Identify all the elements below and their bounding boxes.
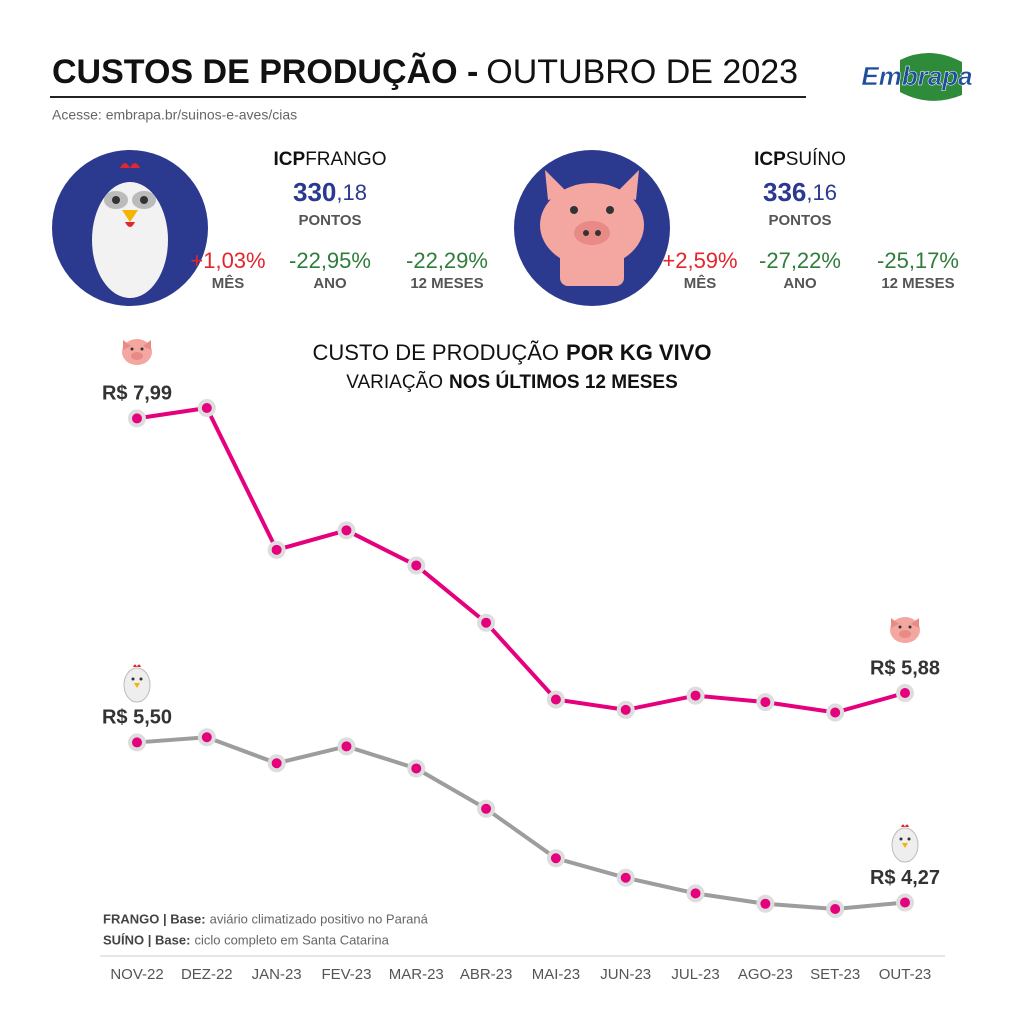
- index-value-decimal: ,16: [806, 180, 837, 205]
- subtitle: Acesse: embrapa.br/suinos-e-aves/cias: [52, 107, 297, 123]
- index-value: 330: [293, 177, 336, 207]
- chicken-icon: [891, 824, 919, 863]
- change-label: 12 MESES: [410, 275, 483, 292]
- index-value-decimal: ,18: [336, 180, 367, 205]
- x-tick-label: JUL-23: [671, 966, 719, 983]
- data-point: [756, 693, 775, 712]
- index-name: SUÍNO: [786, 149, 846, 170]
- x-tick-label: ABR-23: [460, 966, 513, 983]
- data-point: [756, 894, 775, 913]
- chicken-avatar: [52, 150, 208, 306]
- logo-text: Embrapa: [861, 61, 972, 91]
- series-line: [136, 735, 906, 912]
- data-point: [197, 399, 216, 417]
- chart-subtitle-emphasis: NOS ÚLTIMOS 12 MESES: [449, 371, 678, 393]
- data-point: [197, 728, 216, 747]
- pig-avatar: [514, 150, 670, 306]
- change-value: +1,03%: [190, 248, 265, 273]
- data-point: [896, 893, 914, 912]
- value-label: R$ 4,27: [870, 867, 940, 889]
- index-name: FRANGO: [305, 149, 386, 170]
- change-value: -27,22%: [759, 248, 841, 273]
- data-point: [896, 683, 914, 702]
- data-point: [267, 754, 286, 773]
- data-point: [546, 690, 565, 709]
- data-point: [826, 900, 845, 918]
- change-value: +2,59%: [662, 248, 737, 273]
- data-point: [686, 686, 705, 705]
- data-point: [686, 884, 705, 903]
- data-point: [128, 733, 146, 752]
- title-light: OUTUBRO DE 2023: [486, 53, 798, 91]
- title-bold: CUSTOS DE PRODUÇÃO -: [52, 53, 478, 91]
- pig-icon: [122, 339, 152, 365]
- data-point: [616, 868, 635, 887]
- chart-title-emphasis: POR KG VIVO: [566, 340, 711, 365]
- x-tick-label: MAI-23: [532, 966, 580, 983]
- index-value: 336: [763, 177, 806, 207]
- footnote-label: SUÍNO | Base:: [103, 932, 190, 947]
- x-tick-label: DEZ-22: [181, 966, 233, 983]
- change-value: -22,95%: [289, 248, 371, 273]
- x-tick-label: FEV-23: [321, 966, 371, 983]
- x-tick-label: AGO-23: [738, 966, 793, 983]
- change-value: -25,17%: [877, 248, 959, 273]
- data-point: [546, 849, 565, 868]
- change-label: 12 MESES: [881, 275, 954, 292]
- footnote-text: aviário climatizado positivo no Paraná: [210, 911, 429, 926]
- data-point: [616, 700, 635, 719]
- chart-title: CUSTO DE PRODUÇÃO: [313, 340, 560, 365]
- x-tick-label: NOV-22: [110, 966, 163, 983]
- data-point: [337, 737, 356, 756]
- index-unit: PONTOS: [768, 212, 831, 229]
- data-point: [337, 521, 356, 540]
- footnote-text: ciclo completo em Santa Catarina: [194, 932, 389, 947]
- x-tick-label: JAN-23: [252, 966, 302, 983]
- change-label: MÊS: [684, 274, 717, 292]
- chicken-icon: [123, 664, 151, 703]
- data-point: [267, 540, 286, 559]
- data-point: [477, 613, 496, 632]
- logo-mark: [900, 52, 962, 101]
- data-point: [407, 556, 426, 575]
- change-value: -22,29%: [406, 248, 488, 273]
- index-prefix: ICP: [274, 149, 306, 170]
- value-label: R$ 7,99: [102, 383, 172, 405]
- data-point: [407, 759, 426, 778]
- data-point: [128, 409, 146, 428]
- series-line: [136, 405, 906, 715]
- pig-icon: [890, 617, 920, 643]
- footnote-label: FRANGO | Base:: [103, 911, 206, 926]
- value-label: R$ 5,50: [102, 707, 172, 729]
- chart-subtitle: VARIAÇÃO: [346, 371, 443, 393]
- data-point: [826, 703, 845, 722]
- index-prefix: ICP: [754, 149, 786, 170]
- x-tick-label: JUN-23: [600, 966, 651, 983]
- change-label: MÊS: [212, 274, 245, 292]
- value-label: R$ 5,88: [870, 657, 940, 679]
- change-label: ANO: [783, 275, 817, 292]
- index-unit: PONTOS: [298, 212, 361, 229]
- x-tick-label: SET-23: [810, 966, 860, 983]
- x-tick-label: OUT-23: [879, 966, 932, 983]
- x-tick-label: MAR-23: [389, 966, 444, 983]
- change-label: ANO: [313, 275, 347, 292]
- data-point: [477, 799, 496, 818]
